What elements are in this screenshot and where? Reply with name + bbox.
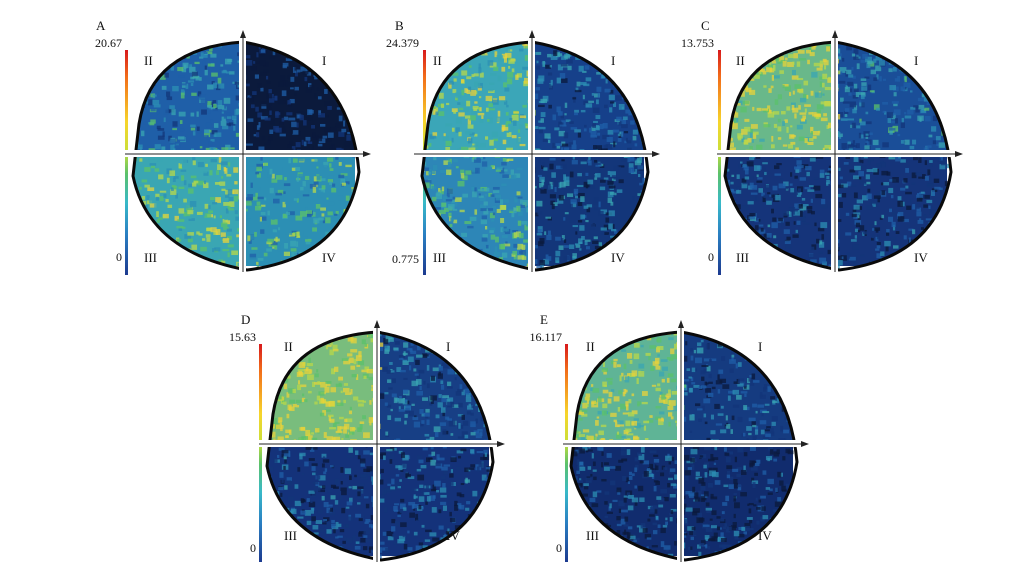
quadrant-label-iv: IV bbox=[322, 250, 336, 266]
scale-max-value: 16.117 bbox=[502, 330, 562, 345]
quadrant-label-ii: II bbox=[433, 53, 442, 69]
quadrant-label-ii: II bbox=[284, 339, 293, 355]
quadrant-label-i: I bbox=[446, 339, 450, 355]
panel-label: A bbox=[96, 18, 105, 34]
scale-max-value: 15.63 bbox=[196, 330, 256, 345]
quadrant-label-i: I bbox=[914, 53, 918, 69]
panel-c: C 13.753 0 II I III IV bbox=[700, 18, 940, 268]
quadrant-label-ii: II bbox=[144, 53, 153, 69]
quadrant-label-iii: III bbox=[736, 250, 749, 266]
quadrant-label-iii: III bbox=[433, 250, 446, 266]
x-axis-arrow-icon bbox=[363, 151, 371, 157]
quadrant-label-iii: III bbox=[284, 528, 297, 544]
x-axis-arrow-icon bbox=[801, 441, 809, 447]
quadrant-disk bbox=[262, 326, 502, 576]
quadrant-label-i: I bbox=[611, 53, 615, 69]
panel-a: A 20.67 0 II I III IV bbox=[100, 18, 340, 268]
panel-label: E bbox=[540, 312, 548, 328]
quadrant-label-iii: III bbox=[586, 528, 599, 544]
quadrant-label-iv: IV bbox=[914, 250, 928, 266]
panel-label: D bbox=[241, 312, 250, 328]
y-axis-arrow-icon bbox=[678, 320, 684, 328]
quadrant-label-i: I bbox=[758, 339, 762, 355]
y-axis-arrow-icon bbox=[240, 30, 246, 38]
x-axis-arrow-icon bbox=[652, 151, 660, 157]
quadrant-label-iv: IV bbox=[758, 528, 772, 544]
scale-min-value: 0 bbox=[502, 541, 562, 556]
y-axis-arrow-icon bbox=[529, 30, 535, 38]
y-axis-arrow-icon bbox=[832, 30, 838, 38]
quadrant-disk bbox=[417, 36, 657, 286]
scale-min-value: 0 bbox=[654, 250, 714, 265]
quadrant-label-ii: II bbox=[736, 53, 745, 69]
quadrant-label-i: I bbox=[322, 53, 326, 69]
quadrant-disk bbox=[128, 36, 368, 286]
quadrant-disk bbox=[720, 36, 960, 286]
panel-label: C bbox=[701, 18, 710, 34]
scale-max-value: 20.67 bbox=[62, 36, 122, 51]
scale-max-value: 13.753 bbox=[654, 36, 714, 51]
panel-e: E 16.117 0 II I III IV bbox=[540, 312, 780, 562]
panel-b: B 24.379 0.775 II I III IV bbox=[395, 18, 635, 268]
quadrant-fill-i bbox=[243, 42, 355, 154]
x-axis-arrow-icon bbox=[497, 441, 505, 447]
scale-min-value: 0 bbox=[196, 541, 256, 556]
scale-max-value: 24.379 bbox=[359, 36, 419, 51]
y-axis-arrow-icon bbox=[374, 320, 380, 328]
panel-d: D 15.63 0 II I III IV bbox=[240, 312, 480, 562]
quadrant-label-iv: IV bbox=[611, 250, 625, 266]
quadrant-label-iv: IV bbox=[446, 528, 460, 544]
panel-label: B bbox=[395, 18, 404, 34]
x-axis-arrow-icon bbox=[955, 151, 963, 157]
quadrant-label-iii: III bbox=[144, 250, 157, 266]
scale-min-value: 0 bbox=[62, 250, 122, 265]
quadrant-label-ii: II bbox=[586, 339, 595, 355]
scale-min-value: 0.775 bbox=[359, 252, 419, 267]
